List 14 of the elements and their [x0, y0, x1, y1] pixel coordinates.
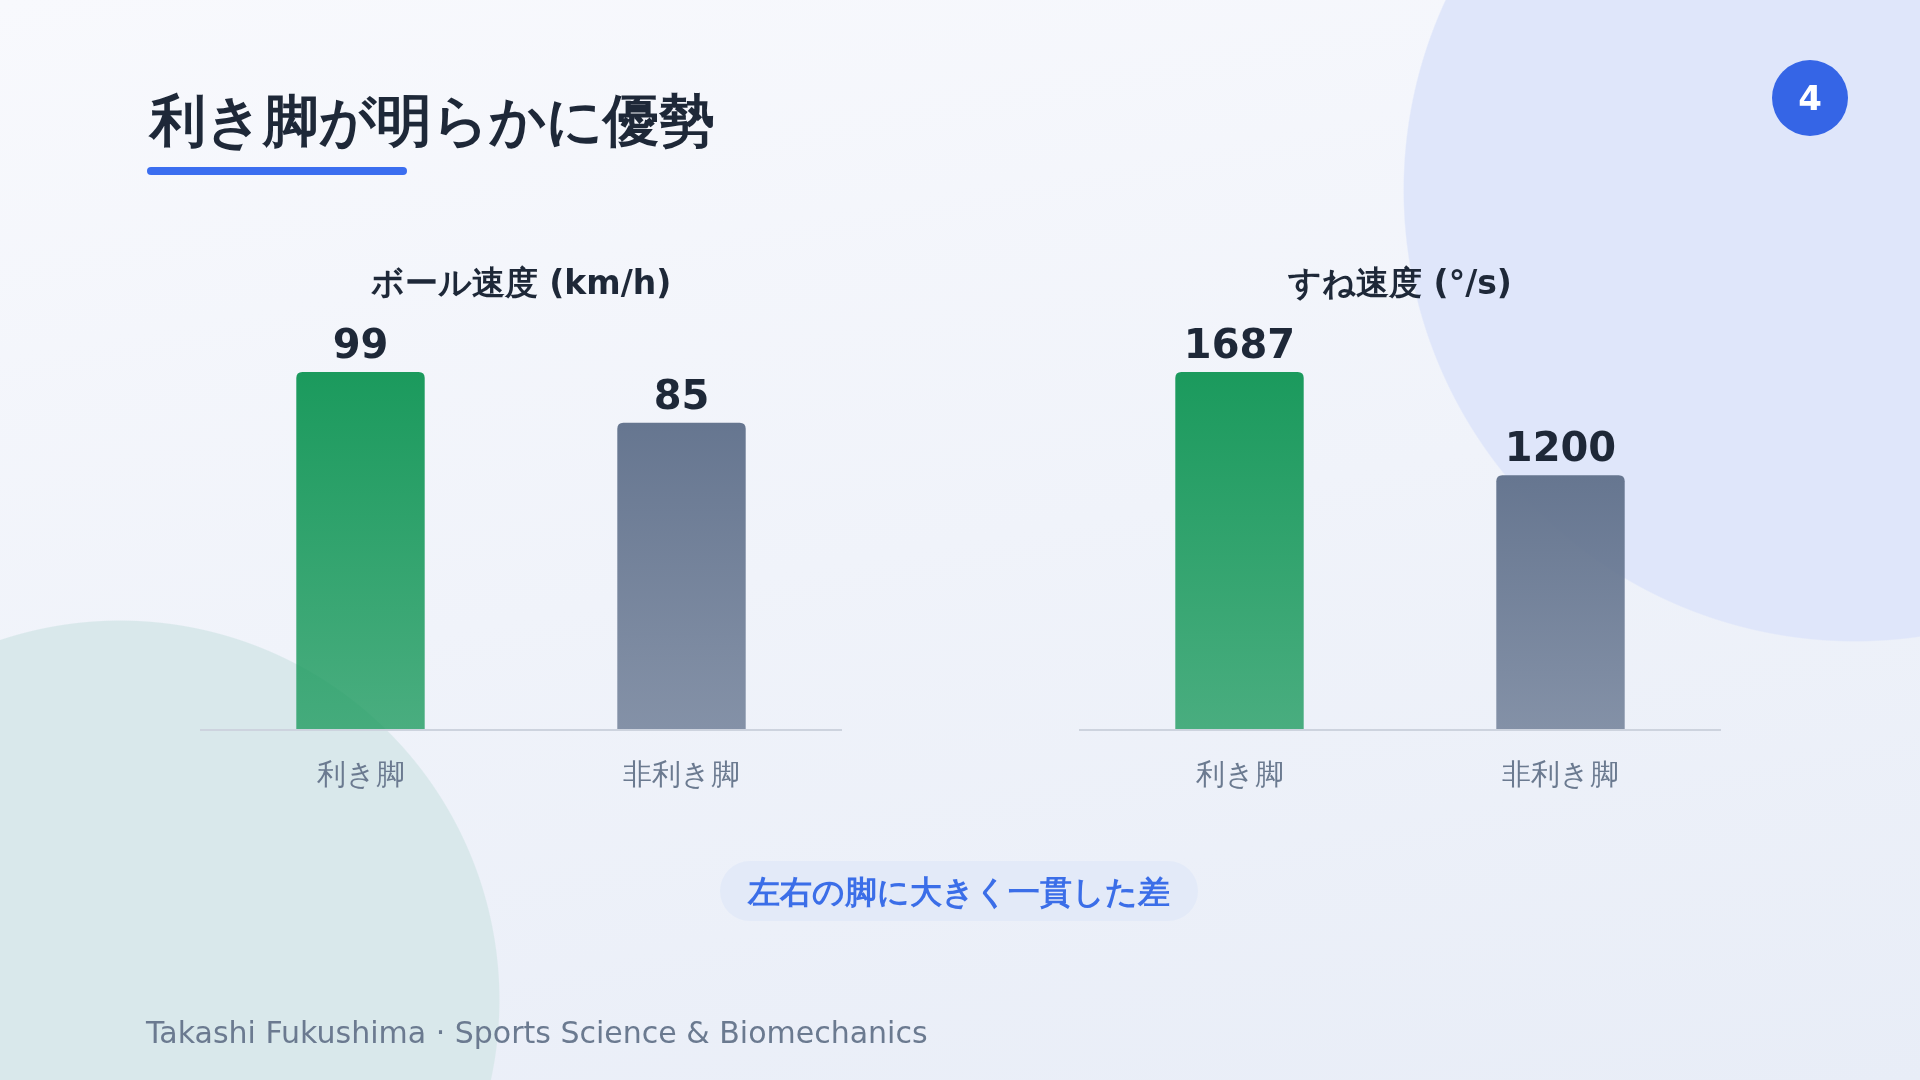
- data-label: 85: [653, 371, 710, 418]
- data-label: 1687: [1183, 321, 1296, 367]
- x-tick-label: 非利き脚: [623, 757, 740, 792]
- x-tick-label: 利き脚: [1195, 757, 1284, 792]
- text: 利き脚が明らかに優勢: [148, 88, 715, 153]
- chart-title: すね速度 (°/s): [1287, 262, 1512, 302]
- data-label: 1200: [1504, 424, 1617, 471]
- text: 左右の脚に大きく一貫した差: [747, 872, 1170, 911]
- chart-title: ボール速度 (km/h): [370, 262, 672, 302]
- x-tick-label: 利き脚: [316, 757, 405, 792]
- text: Takashi Fukushima · Sports Science & Biomechanics: [145, 1015, 928, 1050]
- x-tick-label: 非利き脚: [1502, 757, 1619, 792]
- text: 4: [1798, 78, 1822, 119]
- data-label: 99: [332, 321, 389, 367]
